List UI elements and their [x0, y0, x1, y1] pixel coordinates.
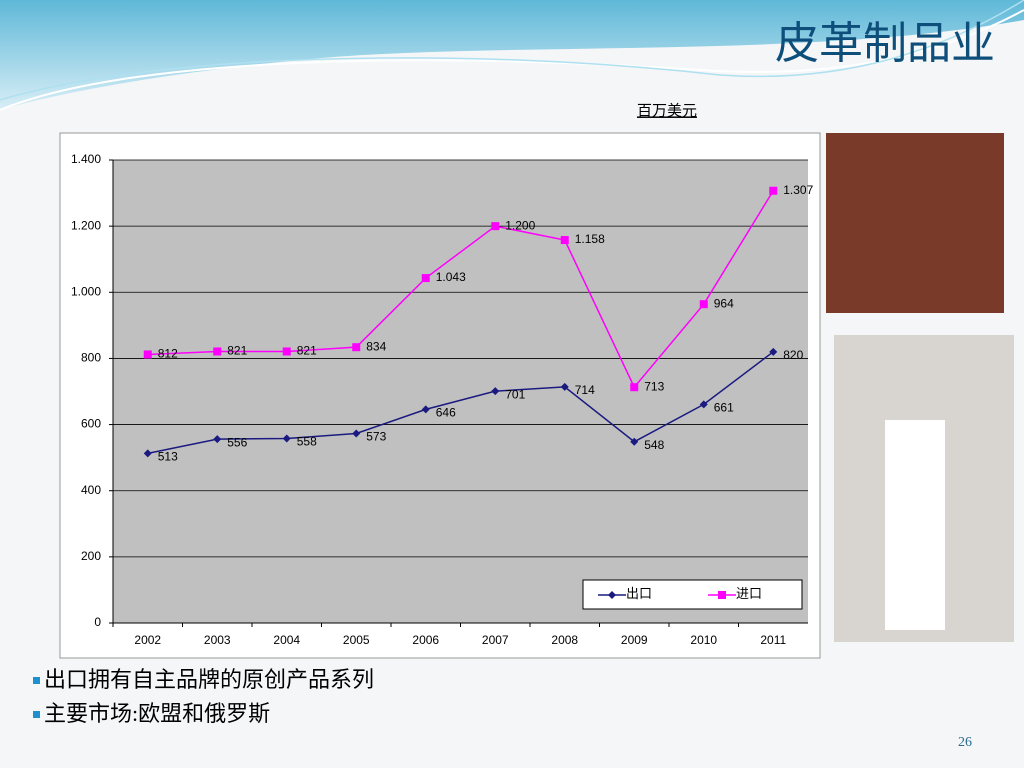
data-label: 1.043: [436, 270, 466, 284]
data-label: 1.200: [505, 218, 535, 232]
chart: 0 200 400 600 800 1.000 1.200 1.400 2002 2003 2004…: [71, 152, 814, 647]
y-tick-label: 1.200: [71, 218, 101, 232]
x-tick-label: 2006: [412, 633, 439, 647]
y-tick-label: 800: [81, 351, 101, 365]
y-tick-label: 400: [81, 483, 101, 497]
data-point: [491, 387, 500, 396]
data-label: 1.307: [783, 183, 813, 197]
data-label: 556: [227, 435, 247, 449]
bullet-text: 主要市场:欧盟和俄罗斯: [44, 701, 270, 726]
slide-title: 皮革制品业: [775, 19, 995, 68]
data-point: [491, 222, 500, 231]
data-label: 701: [505, 387, 525, 401]
data-point: [699, 300, 708, 309]
data-label: 821: [227, 344, 247, 358]
data-point: [143, 350, 152, 359]
data-label: 646: [436, 406, 456, 420]
page-number: 26: [958, 735, 972, 750]
data-label: 661: [714, 401, 734, 415]
x-tick-label: 2003: [204, 633, 231, 647]
x-tick-label: 2007: [482, 633, 509, 647]
legend-marker: [718, 591, 726, 599]
header-wave: [0, 0, 1024, 110]
x-tick-label: 2002: [134, 633, 161, 647]
header-curve: [0, 0, 1024, 101]
legend-label: 进口: [736, 586, 762, 601]
y-tick-label: 600: [81, 417, 101, 431]
data-label: 548: [644, 438, 664, 452]
data-label: 513: [158, 450, 178, 464]
data-point: [630, 437, 639, 446]
x-tick-label: 2011: [760, 633, 786, 647]
legend-marker: [608, 591, 616, 599]
data-point: [213, 435, 222, 444]
bullet-text: 出口拥有自主品牌的原创产品系列: [44, 667, 374, 692]
data-point: [769, 347, 778, 356]
data-point: [213, 347, 222, 356]
y-tick-label: 1.000: [71, 284, 101, 298]
data-point: [699, 400, 708, 409]
data-label: 821: [297, 344, 317, 358]
data-point: [352, 343, 361, 352]
unit-label: 百万美元: [637, 102, 697, 119]
data-label: 714: [575, 383, 595, 397]
x-tick-label: 2009: [621, 633, 648, 647]
data-point: [769, 186, 778, 195]
data-point: [560, 236, 569, 245]
x-tick-label: 2004: [273, 633, 300, 647]
data-point: [352, 429, 361, 438]
data-point: [630, 383, 639, 392]
data-label: 713: [644, 379, 664, 393]
photo-figure: [885, 420, 945, 630]
data-label: 964: [714, 296, 734, 310]
bullet: [33, 711, 40, 718]
data-label: 820: [783, 348, 803, 362]
data-label: 1.158: [575, 232, 605, 246]
data-point: [282, 347, 291, 356]
data-label: 573: [366, 430, 386, 444]
data-point: [143, 449, 152, 458]
x-tick-label: 2005: [343, 633, 370, 647]
x-tick-label: 2010: [690, 633, 717, 647]
plot-area: [113, 160, 808, 623]
series-line: [147, 190, 774, 389]
data-point: [421, 274, 430, 283]
x-tick-label: 2008: [551, 633, 578, 647]
series-line: [147, 351, 774, 455]
photo-leather-goods: [826, 133, 1004, 313]
y-tick-label: 0: [94, 615, 101, 629]
data-point: [560, 382, 569, 391]
legend-label: 出口: [626, 586, 652, 601]
data-label: 834: [366, 339, 386, 353]
data-label: 812: [158, 347, 178, 361]
data-label: 558: [297, 435, 317, 449]
data-point: [282, 434, 291, 443]
y-tick-label: 200: [81, 549, 101, 563]
bullet: [33, 677, 40, 684]
data-point: [421, 405, 430, 414]
y-tick-label: 1.400: [71, 152, 101, 166]
